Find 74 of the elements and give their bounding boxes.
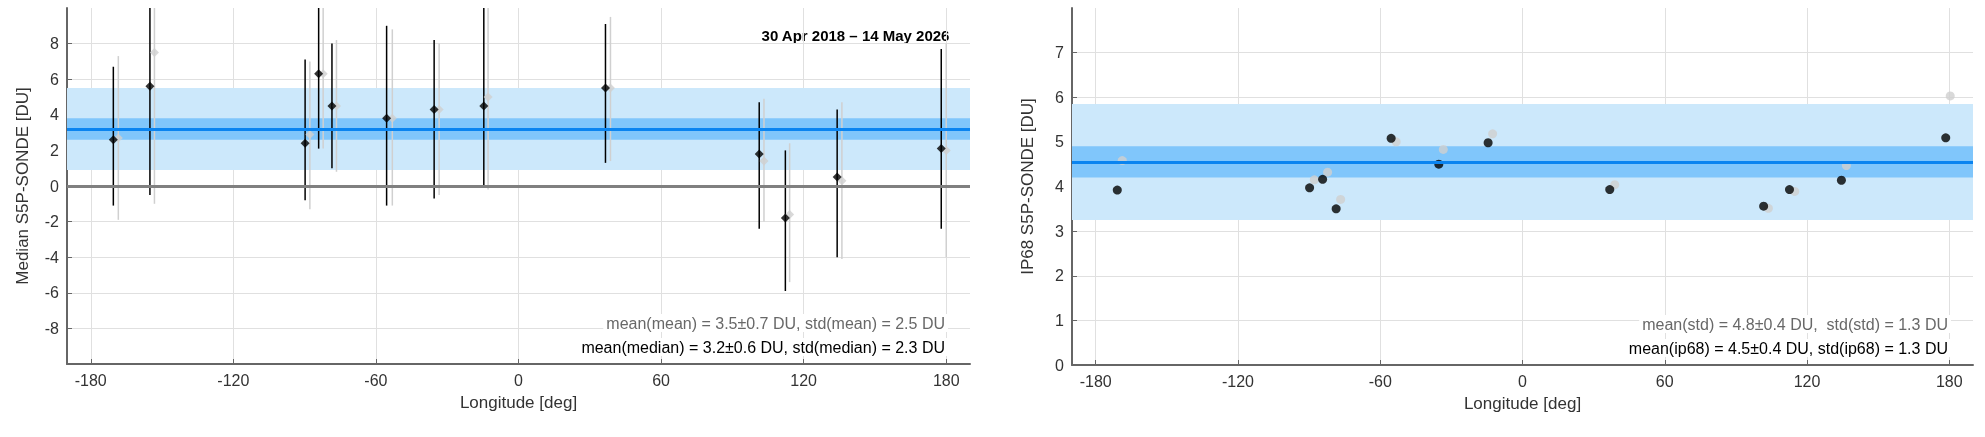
annotation: mean(std) = 4.8±0.4 DU, std(std) = 1.3 DU [1642, 315, 1949, 333]
point [1784, 185, 1794, 195]
y-tick-label: -2 [44, 213, 60, 231]
x-tick-label: -120 [217, 371, 250, 389]
point [1945, 91, 1955, 101]
x-tick-label: 0 [514, 371, 524, 389]
x-tick-label: 120 [790, 371, 818, 389]
point [754, 149, 764, 159]
point [1336, 194, 1346, 204]
y-tick-label: 1 [1055, 311, 1065, 329]
x-tick-label: -60 [364, 371, 388, 389]
x-tick-label: 60 [1655, 372, 1674, 390]
point [429, 104, 439, 114]
point [145, 81, 155, 91]
point [780, 213, 790, 223]
point [1941, 133, 1951, 143]
point [1386, 133, 1396, 143]
point [1331, 204, 1341, 214]
y-tick-label: 0 [1055, 356, 1065, 374]
x-tick-label: -180 [74, 371, 107, 389]
point [832, 172, 842, 182]
x-tick-label: 180 [1935, 372, 1963, 390]
point [600, 83, 610, 93]
point [149, 48, 159, 57]
y-tick-label: 5 [1055, 133, 1065, 151]
x-tick-label: 180 [932, 371, 960, 389]
y-axis-title: IP68 S5P-SONDE [DU] [1018, 98, 1037, 275]
y-tick-label: 3 [1055, 222, 1065, 240]
y-tick-label: 4 [50, 106, 60, 124]
y-axis-title: Median S5P-SONDE [DU] [13, 87, 32, 285]
point [1438, 144, 1448, 154]
y-tick-label: -8 [44, 319, 60, 337]
point [759, 156, 769, 166]
x-tick-label: -120 [1221, 372, 1255, 390]
y-tick-label: 2 [50, 141, 60, 159]
y-tick-label: 6 [1055, 88, 1065, 106]
point [785, 209, 795, 219]
annotation: mean(mean) = 3.5±0.7 DU, std(mean) = 2.5 DU [606, 314, 945, 332]
x-axis-title: Longitude [deg] [459, 393, 578, 412]
point [300, 138, 310, 148]
y-tick-label: 7 [1055, 44, 1065, 62]
y-tick-label: 0 [50, 177, 60, 195]
annotation: mean(ip68) = 4.5±0.4 DU, std(ip68) = 1.3 DU [1628, 339, 1948, 357]
y-tick-label: 4 [1055, 178, 1065, 195]
point [1483, 138, 1493, 148]
x-tick-label: -60 [1368, 372, 1392, 390]
point [382, 113, 392, 123]
y-tick-label: 8 [50, 35, 60, 53]
point [1488, 129, 1498, 139]
x-tick-label: 120 [1793, 372, 1821, 390]
point [108, 135, 118, 145]
y-tick-label: -4 [44, 248, 60, 266]
point [1305, 183, 1315, 193]
x-tick-label: 60 [652, 371, 671, 389]
point [837, 176, 847, 186]
y-tick-label: 2 [1055, 267, 1065, 285]
point [1309, 175, 1319, 185]
y-tick-label: -6 [44, 284, 60, 302]
x-tick-label: 0 [1518, 372, 1528, 390]
point [1323, 167, 1333, 177]
point [1112, 185, 1122, 195]
annotation: mean(median) = 3.2±0.6 DU, std(median) = 2.3 DU [581, 338, 945, 356]
point [314, 69, 324, 79]
point [936, 144, 946, 154]
x-tick-label: -180 [1079, 372, 1112, 390]
y-tick-label: 6 [50, 70, 60, 88]
point [479, 101, 489, 111]
point [1836, 175, 1846, 185]
point [327, 101, 337, 111]
x-axis-title: Longitude [deg] [1463, 394, 1582, 413]
point [1759, 201, 1769, 211]
point [1605, 185, 1615, 195]
point [483, 92, 493, 102]
point [1318, 174, 1328, 184]
